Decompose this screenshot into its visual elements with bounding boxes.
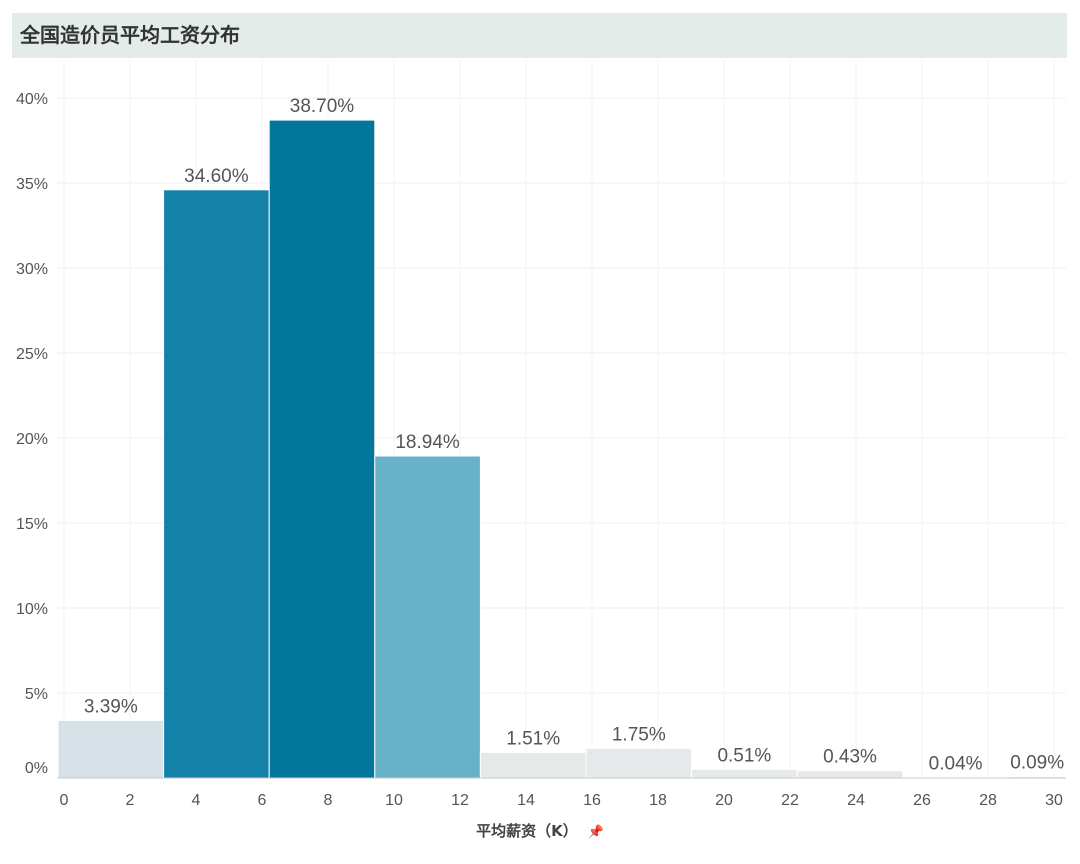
x-tick-label: 20 bbox=[715, 792, 733, 809]
bar-value-label: 3.39% bbox=[84, 696, 138, 717]
x-tick-label: 12 bbox=[451, 792, 469, 809]
x-tick-label: 10 bbox=[385, 792, 403, 809]
x-tick-label: 24 bbox=[847, 792, 865, 809]
x-tick-label: 26 bbox=[913, 792, 931, 809]
histogram-bar bbox=[691, 768, 798, 779]
y-tick-label: 35% bbox=[16, 176, 48, 193]
bar-value-label: 0.43% bbox=[823, 747, 877, 768]
y-axis-ticks: 0% 5% 10% 15% 20% 25% 30% 35% 40% bbox=[16, 91, 48, 777]
x-tick-label: 4 bbox=[192, 792, 201, 809]
y-tick-label: 10% bbox=[16, 601, 48, 618]
bar-value-label: 34.60% bbox=[184, 166, 249, 187]
bar-value-label: 18.94% bbox=[395, 432, 460, 453]
x-tick-label: 16 bbox=[583, 792, 601, 809]
x-axis-title: 平均薪资（K） 📌 bbox=[0, 820, 1080, 841]
chart-title-bar: 全国造价员平均工资分布 bbox=[12, 13, 1067, 58]
histogram-bar bbox=[163, 189, 270, 779]
x-tick-label: 14 bbox=[517, 792, 535, 809]
bar-value-label: 0.51% bbox=[717, 745, 771, 766]
bar-value-label: 38.70% bbox=[290, 96, 355, 117]
histogram-bar bbox=[374, 455, 481, 779]
bar-value-label: 0.04% bbox=[929, 753, 983, 774]
y-tick-label: 40% bbox=[16, 91, 48, 108]
data-labels: 3.39% 34.60% 38.70% 18.94% 1.51% 1.75% 0.51% 0.… bbox=[84, 96, 1064, 774]
bar-value-label: 1.75% bbox=[612, 724, 666, 745]
y-tick-label: 30% bbox=[16, 261, 48, 278]
y-tick-label: 15% bbox=[16, 516, 48, 533]
histogram-bar bbox=[268, 119, 376, 779]
bar-value-label: 1.51% bbox=[506, 728, 560, 749]
x-tick-label: 0 bbox=[60, 792, 69, 809]
chart-title: 全国造价员平均工资分布 bbox=[20, 23, 240, 47]
histogram-bar bbox=[585, 747, 693, 779]
x-tick-label: 28 bbox=[979, 792, 997, 809]
x-axis-ticks: 0 2 4 6 8 10 12 14 16 18 20 22 24 26 28 30 bbox=[60, 792, 1063, 809]
x-tick-label: 18 bbox=[649, 792, 667, 809]
bars bbox=[57, 119, 1067, 779]
x-tick-label: 22 bbox=[781, 792, 799, 809]
y-tick-label: 5% bbox=[25, 686, 48, 703]
x-tick-label: 2 bbox=[126, 792, 135, 809]
x-tick-label: 8 bbox=[324, 792, 333, 809]
pin-icon[interactable]: 📌 bbox=[587, 825, 604, 840]
y-tick-label: 0% bbox=[25, 760, 48, 777]
histogram-bar bbox=[57, 719, 165, 779]
x-tick-label: 6 bbox=[258, 792, 267, 809]
bar-value-label: 0.09% bbox=[1010, 752, 1064, 773]
y-tick-label: 20% bbox=[16, 431, 48, 448]
histogram-bar bbox=[479, 751, 587, 779]
x-axis-title-text: 平均薪资（K） bbox=[476, 822, 578, 840]
histogram-bar bbox=[796, 770, 904, 779]
x-tick-label: 30 bbox=[1045, 792, 1063, 809]
y-tick-label: 25% bbox=[16, 346, 48, 363]
